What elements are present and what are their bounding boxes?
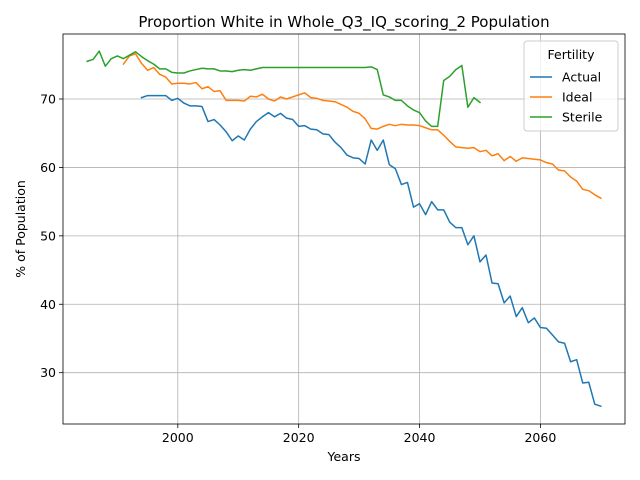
x-tick-label: 2020 [283,430,315,445]
series-line-actual [140,94,602,408]
series-line-sterile [86,50,482,128]
y-tick-label: 30 [40,365,56,380]
y-tick-label: 60 [40,160,56,175]
legend-label-sterile: Sterile [562,110,603,125]
x-axis-label: Years [327,449,361,464]
legend-title: Fertility [548,47,596,62]
y-tick-label: 50 [40,228,56,243]
chart-title: Proportion White in Whole_Q3_IQ_scoring_… [138,13,549,32]
y-tick-label: 40 [40,297,56,312]
legend-label-actual: Actual [562,70,601,85]
y-axis-label: % of Population [13,180,28,278]
legend: Fertility Actual Ideal Sterile [523,40,619,132]
x-tick-label: 2060 [524,430,556,445]
x-tick-label: 2040 [404,430,436,445]
x-tick-label: 2000 [162,430,194,445]
series-lines [86,50,602,408]
x-axis-ticks: 2000 2020 2040 2060 [162,424,556,445]
legend-label-ideal: Ideal [562,90,592,105]
legend-entries: Actual Ideal Sterile [530,70,603,125]
y-axis-ticks: 30 40 50 60 70 [40,92,63,380]
y-tick-label: 70 [40,92,56,107]
plot-frame [62,33,626,425]
legend-box [523,40,619,132]
series-line-ideal [122,53,602,200]
